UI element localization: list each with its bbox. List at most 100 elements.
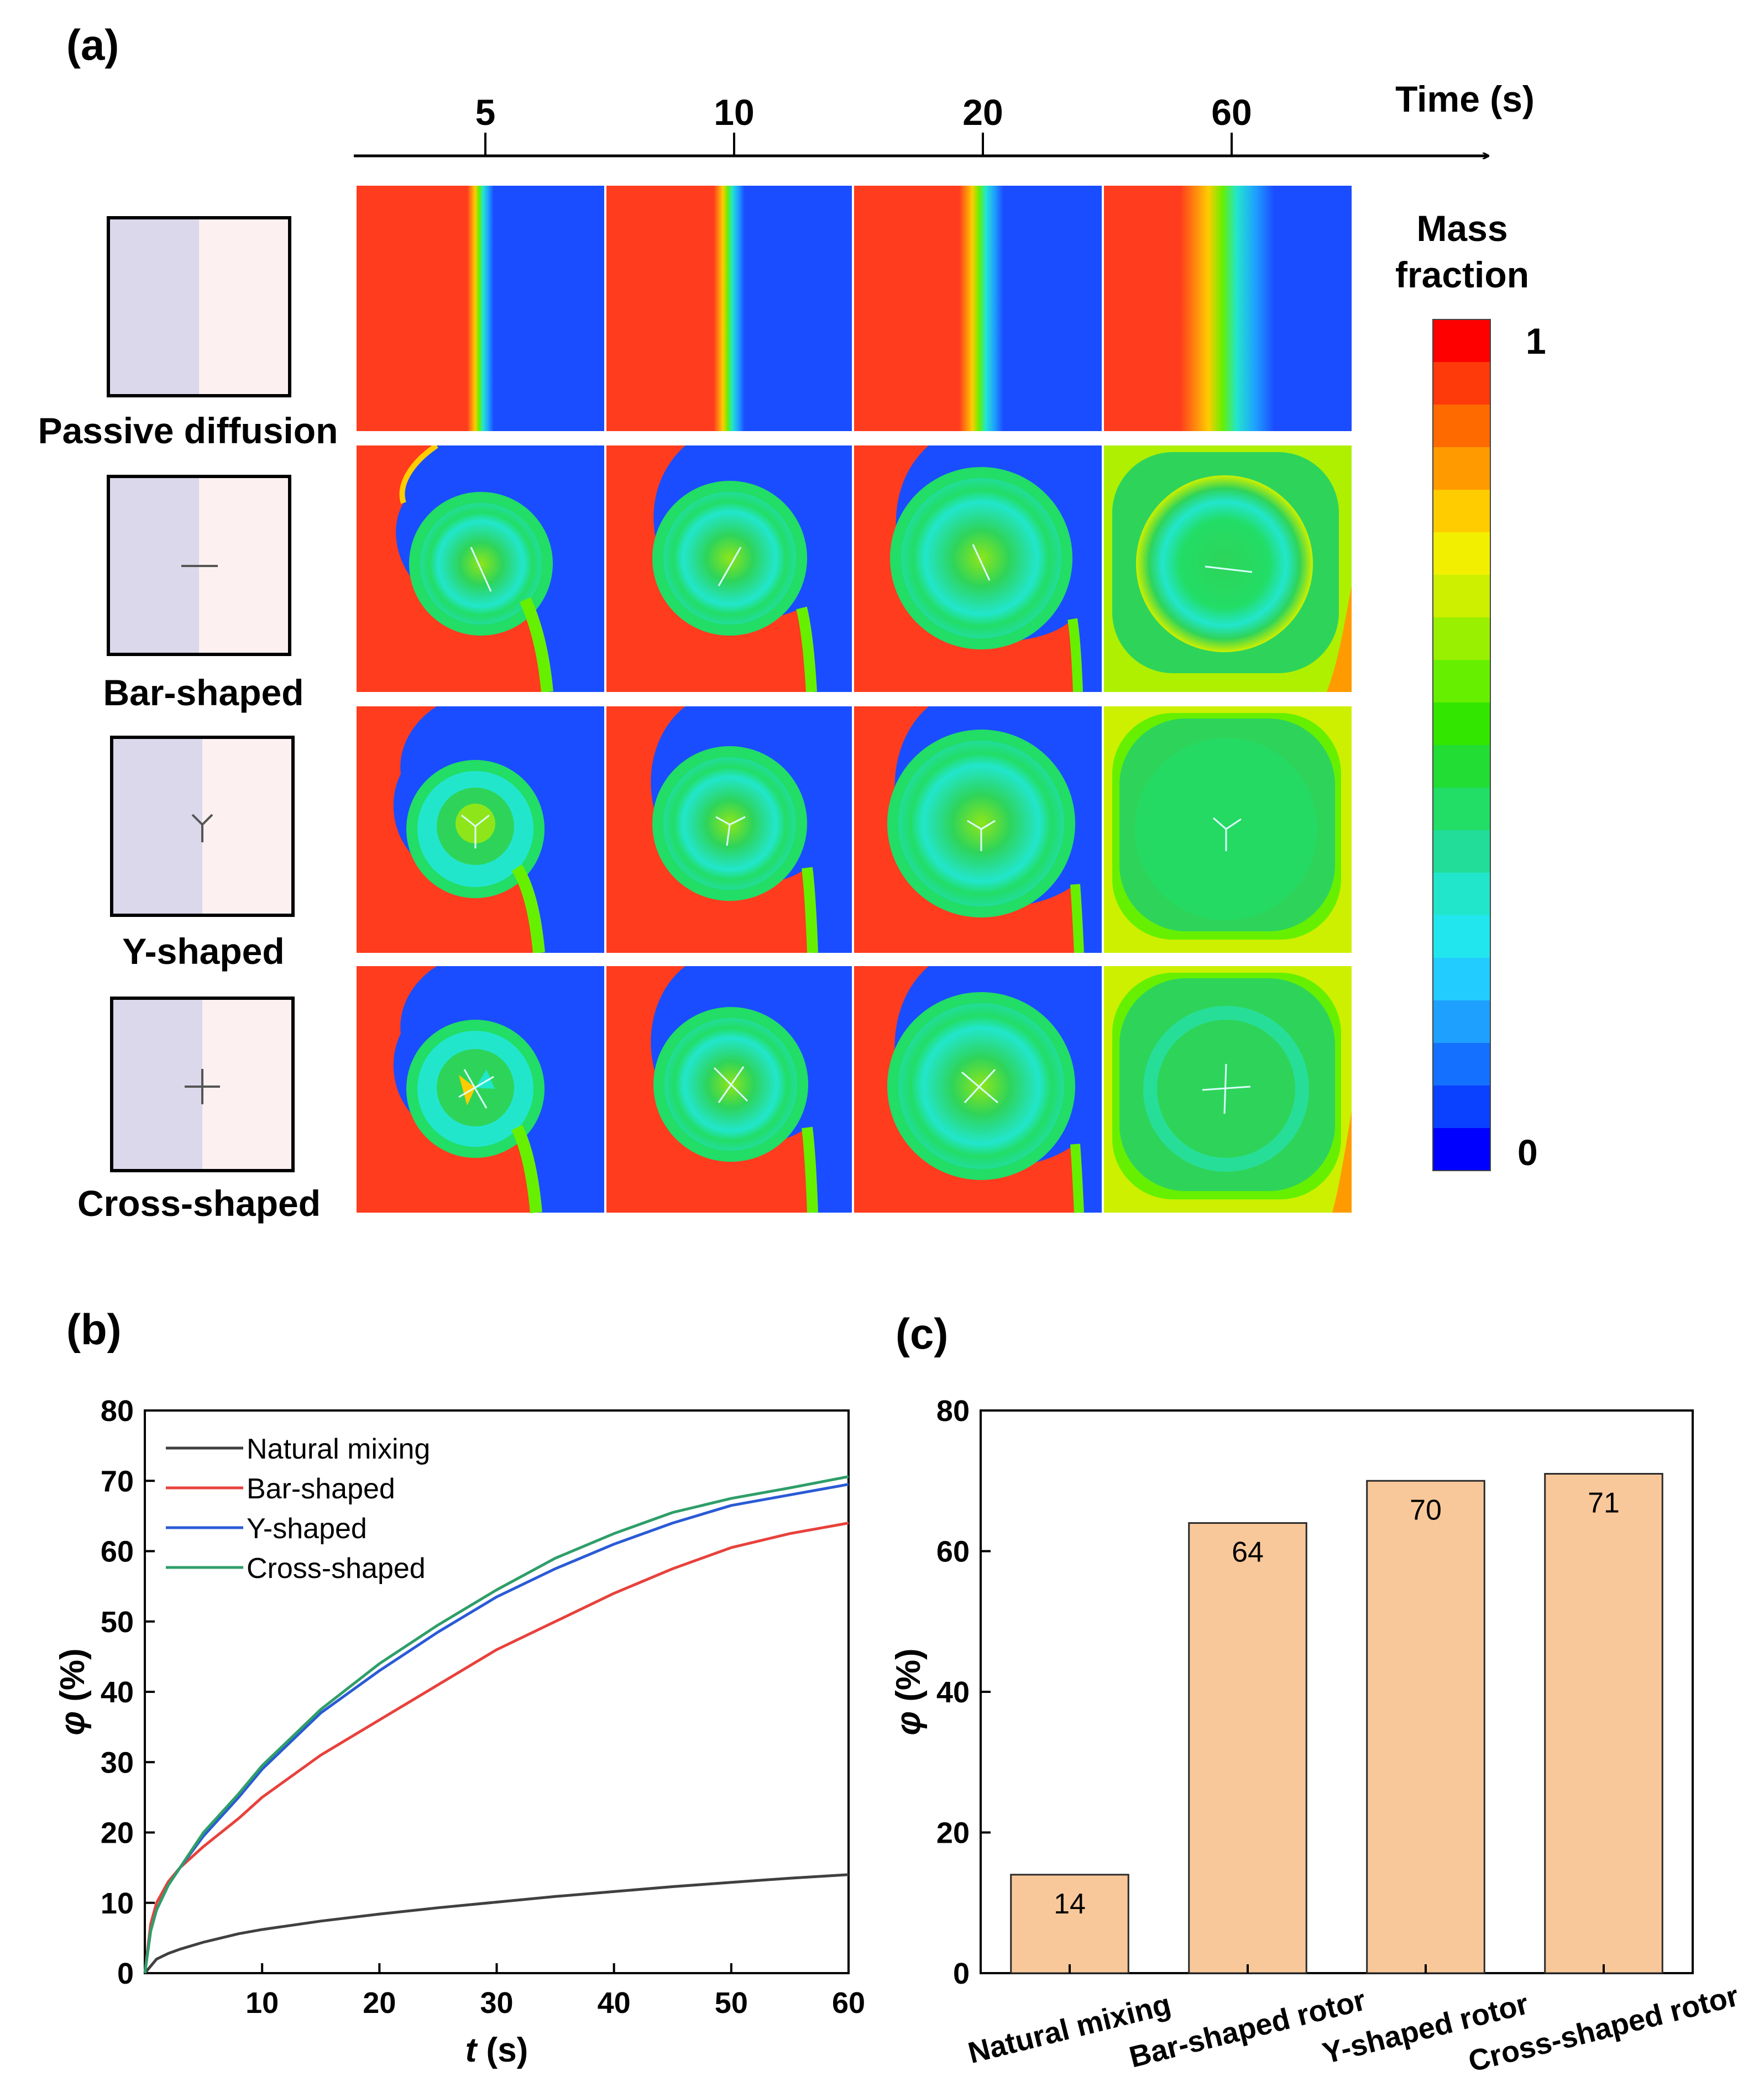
- bar-value-label: 71: [1588, 1487, 1620, 1519]
- x-tick-label: 60: [832, 1986, 865, 2020]
- colorbar-swatch: [1433, 1086, 1490, 1129]
- colorbar-swatch: [1433, 1043, 1490, 1086]
- colorbar-title-1: Mass: [1416, 208, 1507, 249]
- y-tick-label: 80: [936, 1394, 970, 1428]
- sim-passive-10s: [606, 186, 852, 431]
- y-tick-label: 10: [101, 1887, 134, 1920]
- panel-a-label: (a): [66, 20, 119, 69]
- y-tick-label: 20: [101, 1817, 134, 1850]
- bar-3: [1544, 1473, 1663, 1974]
- colorbar-swatch: [1433, 745, 1490, 788]
- y-tick-label: 0: [117, 1957, 134, 1990]
- bar-value-label: 70: [1410, 1494, 1442, 1526]
- legend-label: Bar-shaped: [247, 1473, 395, 1505]
- sim-y-10s: [606, 706, 852, 953]
- schematic-cross: [110, 997, 295, 1172]
- schematic-y: [110, 736, 295, 917]
- colorbar-swatch: [1433, 1128, 1490, 1171]
- y-tick-label: 20: [936, 1817, 970, 1850]
- time-label-20: 20: [962, 92, 1003, 133]
- sim-cross-5s: [357, 966, 604, 1214]
- colorbar: [1433, 319, 1490, 1171]
- sim-y-20s: [854, 706, 1102, 953]
- colorbar-swatch: [1433, 447, 1490, 490]
- panel-c-label: (c): [896, 1309, 948, 1358]
- sim-cross-10s: [606, 966, 852, 1213]
- series-line-3: [143, 1475, 849, 1974]
- time-label-5: 5: [475, 92, 496, 133]
- sim-cross-20s: [854, 966, 1102, 1213]
- row-label-y: Y-shaped: [122, 931, 284, 972]
- x-axis-title-unit: (s): [477, 2031, 528, 2069]
- sim-bar-20s: [854, 445, 1102, 693]
- cross-rotor-icon: [185, 1069, 220, 1104]
- bar-0: [1010, 1874, 1129, 1974]
- x-tick-label: 50: [715, 1986, 748, 2020]
- sim-y-60s: [1104, 706, 1352, 953]
- colorbar-swatch: [1433, 915, 1490, 958]
- time-axis-label: Time (s): [1395, 78, 1535, 119]
- colorbar-title-2: fraction: [1395, 254, 1529, 295]
- bar-value-label: 14: [1054, 1888, 1086, 1920]
- y-tick-label: 70: [101, 1465, 134, 1498]
- y-axis-title: φ (%): [889, 1648, 928, 1735]
- series-line-0: [144, 1873, 849, 1974]
- y-tick-label: 0: [953, 1957, 970, 1990]
- colorbar-frame: [1432, 319, 1491, 1171]
- panel-b-label: (b): [66, 1305, 122, 1354]
- y-tick-label: 60: [101, 1535, 134, 1569]
- schematic-passive: [107, 216, 291, 397]
- colorbar-swatch: [1433, 532, 1490, 575]
- colorbar-swatch: [1433, 362, 1490, 405]
- row-label-bar: Bar-shaped: [103, 672, 303, 713]
- colorbar-swatch: [1433, 958, 1490, 1001]
- bar-value-label: 64: [1232, 1537, 1264, 1569]
- sim-passive-20s: [854, 186, 1102, 431]
- y-tick-label: 60: [936, 1535, 970, 1569]
- x-tick-label: 40: [598, 1986, 631, 2020]
- colorbar-swatch: [1433, 319, 1490, 363]
- y-tick-label: 50: [101, 1606, 134, 1639]
- bar-2: [1366, 1480, 1485, 1974]
- legend-label: Cross-shaped: [247, 1553, 426, 1585]
- x-tick-label: 20: [363, 1986, 396, 2020]
- colorbar-swatch: [1433, 575, 1490, 618]
- colorbar-swatch: [1433, 788, 1490, 831]
- colorbar-swatch: [1433, 830, 1490, 873]
- y-tick-label: 30: [101, 1746, 134, 1779]
- colorbar-swatch: [1433, 405, 1490, 448]
- sim-passive-60s: [1104, 186, 1352, 431]
- sim-cross-60s: [1104, 966, 1352, 1213]
- y-axis-title: φ (%): [54, 1648, 92, 1735]
- y-axis-title-var: φ: [889, 1711, 928, 1735]
- y-tick-label: 80: [101, 1394, 134, 1428]
- colorbar-swatch: [1433, 617, 1490, 660]
- legend-label: Y-shaped: [247, 1513, 367, 1545]
- colorbar-swatch: [1433, 702, 1490, 746]
- row-label-passive: Passive diffusion: [38, 410, 338, 451]
- colorbar-swatch: [1433, 873, 1490, 916]
- sim-bar-60s: [1104, 445, 1352, 692]
- colorbar-min-label: 0: [1517, 1132, 1538, 1173]
- schematic-bar: [107, 475, 291, 656]
- x-axis-title-var: t: [465, 2031, 478, 2069]
- bar-1: [1188, 1522, 1307, 1974]
- series-line-1: [143, 1522, 849, 1974]
- sim-passive-5s: [357, 186, 604, 431]
- y-tick-label: 40: [101, 1676, 134, 1709]
- sim-y-5s: [357, 706, 604, 954]
- colorbar-swatch: [1433, 660, 1490, 703]
- y-axis-title-var: φ: [54, 1711, 92, 1735]
- x-axis-title: t (s): [465, 2031, 528, 2069]
- row-label-cross: Cross-shaped: [77, 1183, 321, 1224]
- legend-label: Natural mixing: [247, 1433, 430, 1465]
- x-tick-label: 10: [245, 1986, 279, 2020]
- colorbar-max-label: 1: [1526, 321, 1546, 361]
- x-tick-label: 30: [480, 1986, 513, 2020]
- sim-bar-10s: [606, 445, 852, 693]
- y-axis-title-unit: (%): [889, 1648, 928, 1711]
- y-axis-title-unit: (%): [54, 1648, 92, 1711]
- colorbar-swatch: [1433, 490, 1490, 533]
